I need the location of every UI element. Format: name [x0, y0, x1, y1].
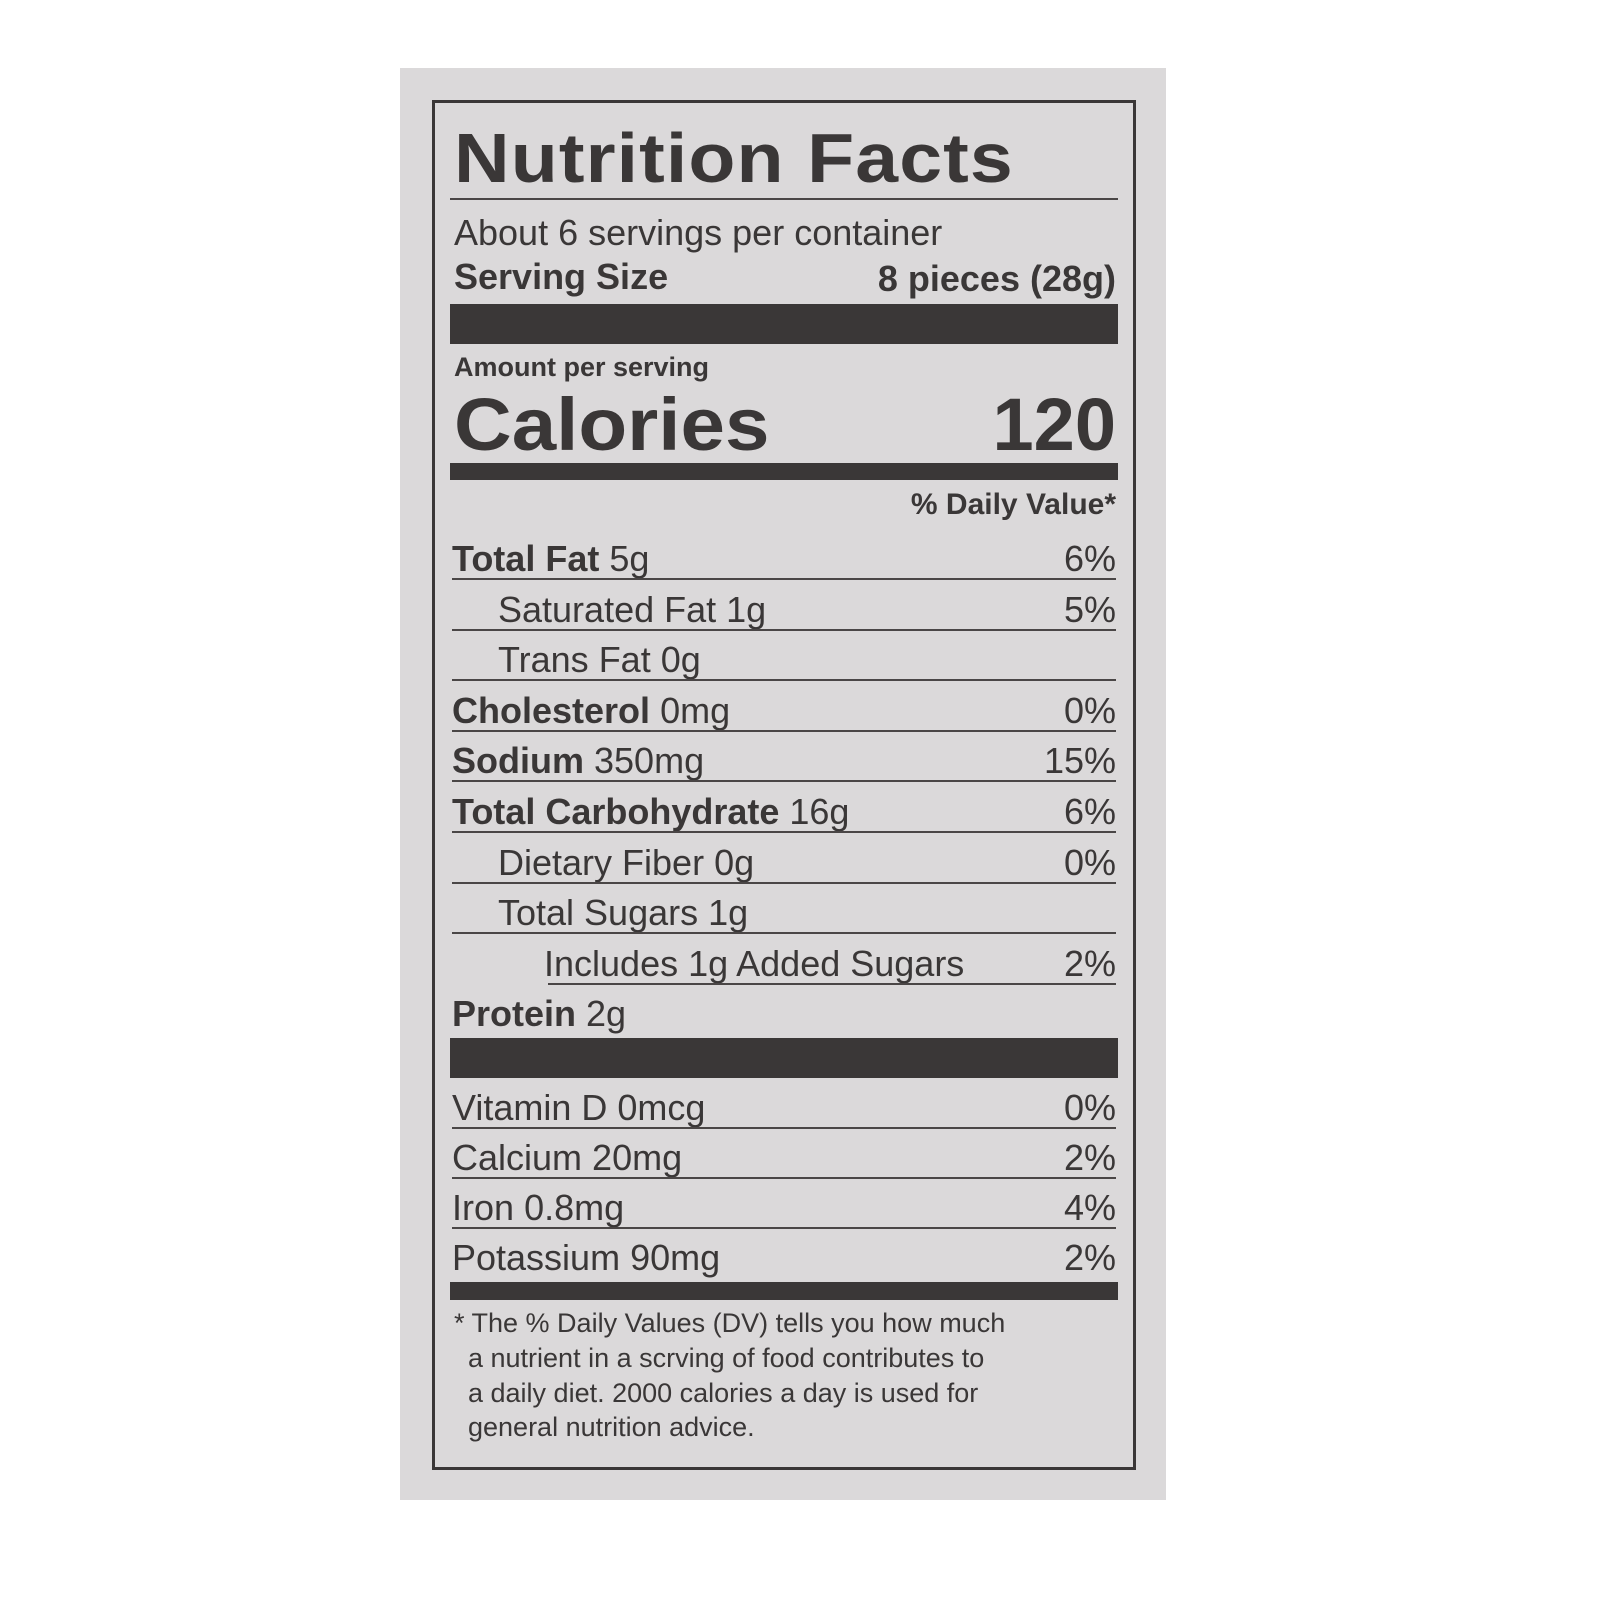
nutrient-daily-value: 15% — [1043, 740, 1116, 782]
footnote-line: a daily diet. 2000 calories a day is use… — [468, 1378, 979, 1408]
nutrient-daily-value: 0% — [1063, 841, 1116, 883]
nutrient-name: Trans Fat 0g — [498, 639, 701, 681]
divider — [452, 881, 1116, 884]
nutrient-amount: 20mg — [592, 1137, 683, 1178]
divider — [452, 578, 1116, 580]
nutrient-row: Includes 1g Added Sugars 2% — [452, 935, 1116, 985]
servings-per-container: About 6 servings per container — [454, 212, 943, 253]
nutrient-label: Trans Fat — [498, 639, 651, 681]
nutrient-name: Vitamin D 0mcg — [452, 1087, 705, 1129]
nutrient-amount: 16g — [789, 791, 850, 832]
divider — [452, 1177, 1116, 1179]
nutrient-row: Vitamin D 0mcg 0% — [452, 1079, 1116, 1129]
nutrient-label: Sodium — [452, 740, 584, 782]
nutrient-name: Cholesterol 0mg — [452, 690, 730, 732]
nutrient-row: Sodium 350mg 15% — [452, 732, 1116, 783]
nutrient-label: Protein — [452, 993, 577, 1035]
nutrient-row: Saturated Fat 1g 5% — [452, 581, 1116, 631]
nutrient-label: Saturated Fat — [498, 588, 717, 630]
nutrient-label: Dietary Fiber — [498, 841, 705, 883]
nutrient-row: Iron 0.8mg 4% — [452, 1179, 1116, 1229]
nutrient-daily-value: 4% — [1063, 1187, 1116, 1228]
divider — [450, 198, 1118, 200]
divider — [452, 1127, 1116, 1129]
nutrient-amount: 2g — [586, 993, 627, 1035]
nutrient-row: Trans Fat 0g — [452, 631, 1116, 682]
nutrient-label: Potassium — [452, 1237, 621, 1278]
label-title: Nutrition Facts — [454, 119, 1014, 197]
footnote-line: * The % Daily Values (DV) tells you how … — [454, 1308, 1006, 1338]
label-border — [432, 100, 1136, 1470]
divider — [452, 1227, 1116, 1229]
nutrient-amount: 0.8mg — [524, 1187, 625, 1228]
nutrient-amount: 350mg — [594, 740, 705, 782]
footnote-line: a nutrient in a scrving of food contribu… — [468, 1343, 985, 1373]
nutrient-name: Total Fat 5g — [452, 538, 649, 580]
nutrient-label: Calcium — [452, 1137, 583, 1178]
nutrient-daily-value: 5% — [1063, 588, 1116, 630]
nutrient-amount: 90mg — [630, 1237, 721, 1278]
nutrient-daily-value: 2% — [1063, 1237, 1116, 1278]
thick-divider — [450, 1038, 1118, 1078]
footnote-line: general nutrition advice. — [468, 1412, 755, 1442]
medium-divider — [450, 1282, 1118, 1300]
nutrient-row: Total Sugars 1g — [452, 884, 1116, 935]
nutrient-label: Includes 1g Added Sugars — [544, 942, 965, 984]
divider — [452, 932, 1116, 935]
nutrient-label: Cholesterol — [452, 689, 651, 731]
nutrient-row: Dietary Fiber 0g 0% — [452, 834, 1116, 884]
nutrient-daily-value: 6% — [1063, 538, 1116, 579]
thick-divider — [450, 304, 1118, 344]
nutrient-name: Saturated Fat 1g — [498, 589, 766, 631]
divider — [452, 780, 1116, 783]
nutrient-name: Sodium 350mg — [452, 740, 704, 782]
nutrient-label: Vitamin D — [452, 1087, 608, 1128]
divider — [452, 628, 1116, 631]
nutrient-daily-value: 0% — [1063, 689, 1116, 731]
medium-divider — [450, 463, 1118, 480]
nutrient-name: Calcium 20mg — [452, 1137, 682, 1179]
divider — [452, 729, 1116, 732]
divider — [548, 982, 1116, 985]
nutrient-name: Protein 2g — [452, 993, 626, 1035]
nutrient-amount: 5g — [609, 538, 650, 579]
nutrient-amount: 0mg — [660, 689, 731, 731]
nutrient-amount: 0mcg — [617, 1087, 706, 1128]
calories-value: 120 — [992, 383, 1116, 466]
nutrient-daily-value: 2% — [1063, 942, 1116, 984]
nutrient-daily-value: 6% — [1063, 791, 1116, 832]
divider — [452, 831, 1116, 833]
nutrient-row: Total Fat 5g 6% — [452, 530, 1116, 580]
nutrient-row: Total Carbohydrate 16g 6% — [452, 783, 1116, 833]
nutrient-label: Total Fat — [452, 538, 600, 579]
nutrient-name: Total Carbohydrate 16g — [452, 791, 849, 833]
nutrient-amount: 0g — [660, 639, 701, 681]
calories-label: Calories — [454, 383, 770, 466]
nutrient-name: Includes 1g Added Sugars — [544, 943, 964, 985]
nutrient-row: Calcium 20mg 2% — [452, 1129, 1116, 1179]
divider — [452, 679, 1116, 682]
nutrient-amount: 1g — [708, 892, 749, 934]
nutrient-name: Total Sugars 1g — [498, 892, 748, 934]
amount-per-serving: Amount per serving — [454, 352, 710, 382]
nutrient-amount: 1g — [726, 588, 767, 630]
nutrient-row: Cholesterol 0mg 0% — [452, 682, 1116, 732]
nutrient-label: Total Carbohydrate — [452, 791, 780, 832]
nutrient-name: Potassium 90mg — [452, 1237, 720, 1279]
nutrient-label: Total Sugars — [498, 892, 699, 934]
serving-size-label: Serving Size — [454, 256, 669, 297]
nutrient-label: Iron — [452, 1187, 515, 1228]
nutrient-daily-value: 2% — [1063, 1137, 1116, 1178]
nutrient-daily-value: 0% — [1063, 1087, 1116, 1128]
nutrient-row: Protein 2g — [452, 985, 1116, 1035]
nutrient-name: Iron 0.8mg — [452, 1187, 624, 1229]
nutrient-amount: 0g — [714, 841, 755, 883]
serving-size-value: 8 pieces (28g) — [877, 258, 1116, 299]
daily-value-header: % Daily Value* — [910, 488, 1116, 521]
nutrient-name: Dietary Fiber 0g — [498, 842, 754, 884]
nutrient-row: Potassium 90mg 2% — [452, 1229, 1116, 1279]
